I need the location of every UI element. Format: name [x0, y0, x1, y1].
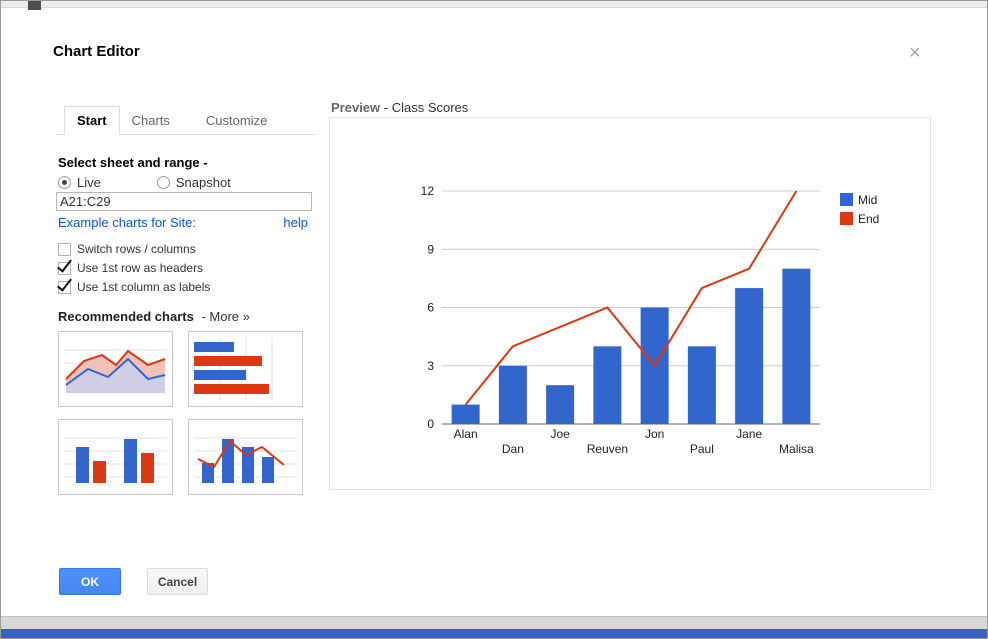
help-link[interactable]: help — [283, 215, 308, 230]
recommended-charts-heading: Recommended charts - More » — [58, 309, 250, 324]
close-icon[interactable]: × — [909, 42, 921, 64]
tab-charts[interactable]: Charts — [131, 113, 170, 128]
svg-text:Mid: Mid — [858, 193, 877, 207]
svg-text:12: 12 — [421, 184, 435, 198]
first-row-headers-checkbox[interactable] — [58, 261, 71, 275]
first-column-labels-label: Use 1st column as labels — [77, 280, 211, 294]
more-charts-link[interactable]: - More » — [201, 309, 250, 324]
svg-text:Dan: Dan — [502, 442, 524, 456]
preview-chart-title: - Class Scores — [380, 100, 469, 115]
recommended-charts-title: Recommended charts — [58, 309, 194, 324]
switch-rows-checkbox[interactable] — [58, 242, 71, 256]
ok-button[interactable]: OK — [59, 568, 121, 595]
area-chart-thumbnail[interactable] — [58, 331, 173, 407]
area-chart-icon — [64, 349, 167, 393]
preview-chart: 0 3 6 9 12 Alan Dan Joe Reuven Jon Paul Jane Malisa M… — [421, 184, 880, 456]
snapshot-radio-label[interactable]: Snapshot — [175, 175, 231, 190]
first-column-labels-checkbox-row: Use 1st column as labels — [58, 280, 210, 294]
preview-panel: 0 3 6 9 12 Alan Dan Joe Reuven Jon Paul Jane Malisa M… — [329, 117, 931, 490]
live-radio-label[interactable]: Live — [77, 175, 101, 190]
first-row-headers-label: Use 1st row as headers — [77, 261, 204, 275]
switch-rows-label: Switch rows / columns — [77, 242, 196, 256]
svg-text:3: 3 — [427, 359, 434, 373]
svg-text:Malisa: Malisa — [779, 442, 814, 456]
links-row: Example charts for Site: help — [58, 215, 308, 230]
select-range-heading: Select sheet and range - — [58, 155, 208, 170]
column-chart-icon — [64, 437, 167, 483]
svg-text:Paul: Paul — [690, 442, 714, 456]
snapshot-radio[interactable] — [156, 176, 170, 189]
combo-chart-icon — [194, 437, 297, 483]
svg-text:Reuven: Reuven — [587, 442, 628, 456]
svg-text:6: 6 — [427, 301, 434, 315]
svg-text:9: 9 — [427, 242, 434, 256]
tab-customize[interactable]: Customize — [205, 113, 268, 128]
page-bottom-strip — [1, 616, 987, 629]
combo-chart-thumbnail[interactable] — [188, 419, 303, 495]
preview-label: Preview — [331, 100, 381, 115]
svg-text:Jane: Jane — [736, 427, 762, 441]
preview-heading: Preview - Class Scores — [331, 100, 468, 115]
svg-text:Joe: Joe — [550, 427, 570, 441]
svg-text:End: End — [858, 212, 879, 226]
switch-rows-checkbox-row: Switch rows / columns — [58, 242, 196, 256]
first-column-labels-checkbox[interactable] — [58, 280, 71, 294]
source-radio-group: Live Snapshot — [58, 175, 231, 190]
svg-text:Alan: Alan — [454, 427, 478, 441]
example-charts-link[interactable]: Example charts for Site: — [58, 215, 196, 230]
first-row-headers-checkbox-row: Use 1st row as headers — [58, 261, 203, 275]
cancel-button[interactable]: Cancel — [147, 568, 208, 595]
page-top-notch — [28, 1, 41, 10]
page-bottom-blue-strip — [1, 629, 987, 638]
svg-text:Jon: Jon — [645, 427, 664, 441]
dialog-title: Chart Editor — [53, 43, 140, 60]
tab-start[interactable]: Start — [64, 106, 120, 135]
svg-text:0: 0 — [427, 417, 434, 431]
tab-bar: Start Charts Customize — [56, 106, 316, 135]
page-top-strip — [1, 1, 987, 8]
bar-chart-icon — [194, 337, 273, 401]
range-input[interactable] — [56, 192, 312, 211]
live-radio[interactable] — [58, 176, 71, 189]
bar-chart-thumbnail[interactable] — [188, 331, 303, 407]
column-chart-thumbnail[interactable] — [58, 419, 173, 495]
